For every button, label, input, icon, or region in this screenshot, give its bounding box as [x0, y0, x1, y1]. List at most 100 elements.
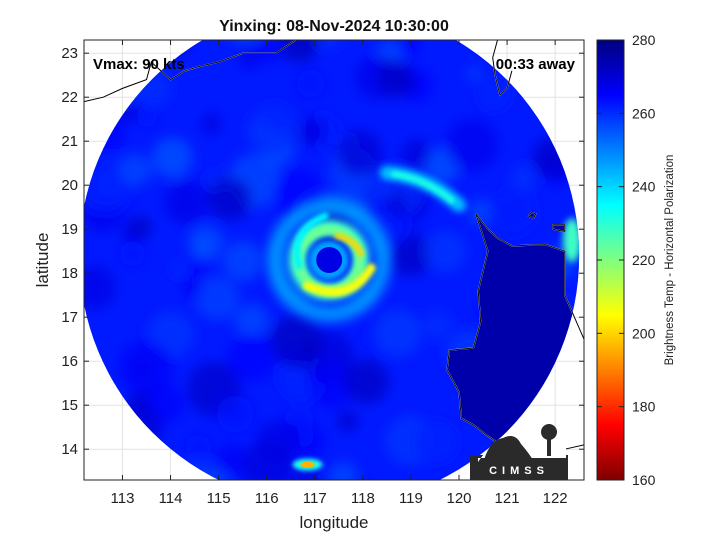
texture-patch [248, 119, 271, 143]
y-tick-label: 18 [61, 265, 78, 282]
colorbar-tick-label: 260 [632, 105, 656, 121]
eyewall-south-arc [302, 263, 376, 297]
texture-patch [540, 0, 569, 21]
texture-patch [308, 361, 356, 409]
colorbar-tick-label: 240 [632, 179, 656, 195]
texture-patch [328, 462, 359, 480]
y-axis-label: latitude [33, 233, 52, 288]
x-tick-label: 122 [543, 490, 568, 507]
texture-patch [84, 265, 116, 310]
y-tick-label: 19 [61, 221, 78, 238]
texture-patch [182, 278, 203, 299]
texture-patch [119, 153, 152, 186]
texture-patch [344, 359, 390, 404]
texture-patch [280, 40, 319, 63]
texture-patch [468, 199, 493, 224]
texture-patch [170, 261, 188, 278]
coastline-outside-calayan [527, 211, 537, 219]
plot-frame [83, 39, 585, 481]
texture-patch [336, 130, 383, 177]
y-tick-label: 20 [61, 177, 78, 194]
texture-patch [422, 310, 453, 341]
storm-structure [268, 165, 580, 471]
colorbar-tick-label: 220 [632, 252, 656, 268]
colorbar-tick-label: 200 [632, 325, 656, 341]
chart-title: Yinxing: 08-Nov-2024 10:30:00 [219, 18, 449, 35]
colorbar-ticks: 160 180 200 220 240 260 280 [597, 32, 656, 488]
y-tick-label: 22 [61, 89, 78, 106]
colorbar-tick-label: 160 [632, 472, 656, 488]
texture-patch [234, 303, 269, 338]
cimss-logo: CIMSS [470, 424, 568, 480]
texture-patch [121, 222, 141, 242]
texture-patch [548, 0, 589, 29]
eyewall-ne-arc [334, 233, 365, 257]
convective-cell-south-core [300, 461, 315, 468]
texture-patch [386, 193, 406, 214]
logo-radar-dish [484, 436, 533, 460]
y-axis-ticks: 14 15 16 17 18 19 20 21 22 23 [61, 45, 584, 458]
texture-patch [223, 240, 264, 281]
eyewall-west-arc [293, 212, 329, 270]
texture-patch [215, 443, 248, 476]
texture-patch [152, 137, 193, 178]
texture-patch [401, 138, 432, 169]
texture-patch [376, 60, 415, 98]
colorbar-tick-label: 180 [632, 399, 656, 415]
texture-patch [388, 233, 432, 277]
texture-patch [510, 164, 537, 191]
texture-patch [68, 482, 94, 508]
y-tick-label: 16 [61, 353, 78, 370]
texture-patch [255, 420, 300, 465]
convective-halo [268, 199, 391, 321]
coastline-outside-china_coast [84, 40, 296, 103]
texture-patch [192, 236, 214, 258]
texture-patch [298, 118, 325, 145]
colorbar-tick-label: 280 [632, 32, 656, 48]
texture-patch [120, 241, 146, 267]
luzon-coastal-convection [562, 218, 580, 263]
texture-patch [477, 78, 511, 112]
x-tick-label: 117 [303, 490, 327, 507]
x-tick-label: 113 [111, 490, 135, 507]
texture-patch [489, 188, 537, 237]
texture-patch [373, 309, 422, 357]
texture-patch [84, 241, 88, 258]
texture-patch [256, 40, 283, 64]
x-tick-label: 121 [495, 490, 520, 507]
texture-patch [217, 395, 254, 433]
land-babuyan [552, 224, 565, 232]
y-tick-label: 14 [61, 441, 78, 458]
x-tick-label: 116 [255, 490, 279, 507]
x-tick-label: 119 [399, 490, 423, 507]
texture-patch [445, 118, 499, 172]
texture-patch [296, 69, 325, 99]
eye [316, 247, 343, 273]
outer-rain-band-core [391, 171, 455, 204]
texture-patch [137, 107, 158, 128]
x-tick-label: 115 [207, 490, 231, 507]
y-tick-label: 17 [61, 309, 78, 326]
texture-patch [200, 113, 222, 135]
texture-patch [121, 0, 172, 37]
texture-patch [336, 410, 359, 432]
texture-patch [135, 0, 191, 35]
texture-patch [164, 179, 210, 226]
x-axis-label: longitude [299, 513, 368, 532]
texture-patch [118, 340, 174, 395]
logo-water-tower [541, 424, 557, 440]
x-tick-label: 118 [351, 490, 375, 507]
x-tick-label: 120 [446, 490, 471, 507]
texture-patch [269, 315, 321, 367]
texture-patch [466, 65, 483, 82]
texture-patch [208, 176, 252, 221]
vmax-annotation: Vmax: 90 kts [93, 56, 185, 73]
y-tick-label: 15 [61, 397, 78, 414]
texture-patch [195, 276, 240, 321]
coastline-outside-babuyan [552, 224, 566, 232]
texture-patch [155, 16, 172, 33]
texture-patch [227, 333, 277, 382]
texture-patch [237, 46, 261, 70]
logo-tower-stem [547, 438, 551, 456]
